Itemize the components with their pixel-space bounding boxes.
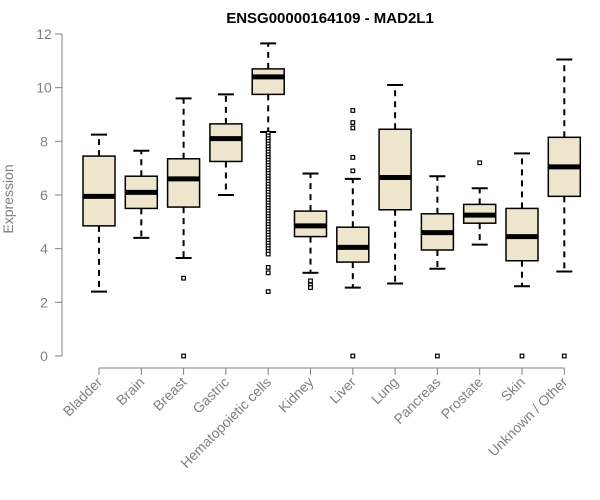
x-tick-label: Bladder bbox=[60, 374, 106, 420]
x-tick-label: Liver bbox=[326, 374, 359, 407]
outlier-point bbox=[308, 285, 313, 290]
outlier-point bbox=[265, 251, 271, 257]
boxes-layer bbox=[82, 42, 582, 359]
box-group bbox=[547, 58, 582, 359]
outlier-point bbox=[181, 275, 187, 281]
outlier-point bbox=[265, 289, 271, 294]
x-tick-label: Skin bbox=[498, 374, 529, 405]
box-group bbox=[505, 152, 539, 359]
outlier-point bbox=[561, 353, 567, 359]
y-axis-label: Expression bbox=[0, 164, 16, 233]
box-group bbox=[293, 172, 328, 290]
box-group bbox=[209, 93, 243, 196]
x-tick-label: Lung bbox=[368, 374, 401, 407]
outlier-point bbox=[350, 108, 356, 113]
outlier-point bbox=[350, 155, 356, 160]
outlier-point bbox=[435, 353, 440, 359]
y-tick-label: 2 bbox=[40, 294, 48, 310]
box-group bbox=[378, 83, 412, 285]
box-group bbox=[420, 175, 455, 359]
iqr-box bbox=[378, 128, 412, 211]
box-group bbox=[166, 97, 201, 359]
y-tick-label: 6 bbox=[40, 187, 48, 203]
x-tick-label: Kidney bbox=[275, 374, 317, 416]
outlier-point bbox=[350, 353, 356, 359]
chart-title: ENSG00000164109 - MAD2L1 bbox=[226, 10, 434, 27]
iqr-box bbox=[336, 226, 370, 263]
iqr-box bbox=[82, 155, 116, 227]
iqr-box bbox=[166, 158, 201, 208]
y-axis: 0 2 4 6 8 10 12 bbox=[36, 26, 63, 364]
y-tick-label: 4 bbox=[40, 241, 48, 257]
outlier-point bbox=[265, 265, 271, 270]
y-tick-label: 10 bbox=[36, 80, 52, 96]
outlier-point bbox=[181, 353, 187, 359]
x-tick-label: Brain bbox=[113, 374, 147, 408]
box-group bbox=[124, 149, 159, 239]
outlier-point bbox=[519, 353, 525, 359]
outlier-point bbox=[265, 270, 271, 276]
box-group bbox=[82, 133, 116, 293]
box-group bbox=[462, 160, 497, 246]
x-tick-label: Prostate bbox=[438, 374, 486, 422]
outlier-point bbox=[477, 160, 483, 166]
y-tick-label: 8 bbox=[40, 133, 48, 149]
x-tick-label: Unknown / Other bbox=[485, 374, 571, 460]
iqr-box bbox=[251, 68, 285, 96]
box-group bbox=[336, 108, 370, 359]
y-tick-label: 12 bbox=[36, 26, 52, 42]
outlier-point bbox=[350, 168, 356, 174]
outlier-point bbox=[308, 278, 313, 284]
x-tick-label: Breast bbox=[150, 374, 190, 414]
iqr-box bbox=[209, 123, 243, 163]
y-tick-label: 0 bbox=[40, 348, 48, 364]
box-group bbox=[251, 42, 285, 294]
outlier-point bbox=[350, 120, 356, 125]
x-tick-label: Pancreas bbox=[390, 374, 443, 427]
outlier-point bbox=[350, 125, 356, 131]
